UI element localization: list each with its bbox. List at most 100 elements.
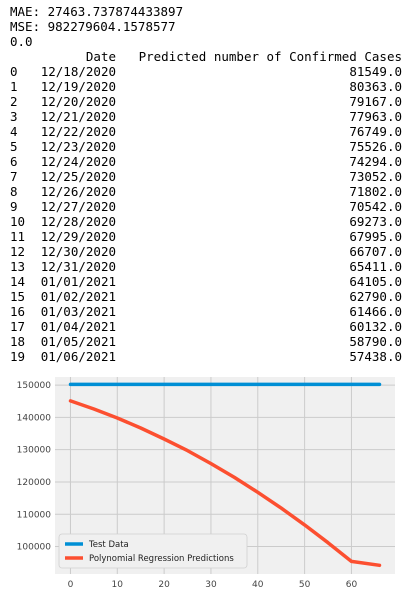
row-predicted-value: 70542.0 <box>349 199 402 214</box>
row-date: 12/18/2020 <box>40 64 116 79</box>
legend-label: Test Data <box>88 540 129 550</box>
table-row: 14 01/01/2021 64105.0 <box>10 274 402 289</box>
row-date: 12/29/2020 <box>40 229 116 244</box>
prediction-chart: 0 10 20 30 40 50 60 100000 110000 120000 130000 140… <box>17 377 395 590</box>
date-column-header: Date <box>85 49 116 64</box>
table-row: 5 12/23/2020 75526.0 <box>10 139 402 154</box>
y-tick-label: 110000 <box>17 510 52 520</box>
row-date: 12/27/2020 <box>40 199 116 214</box>
row-predicted-value: 79167.0 <box>349 94 402 109</box>
table-row: 3 12/21/2020 77963.0 <box>10 109 402 124</box>
x-tick-label: 60 <box>346 580 358 590</box>
row-date: 12/21/2020 <box>40 109 116 124</box>
y-tick-label: 140000 <box>17 413 52 423</box>
row-date: 01/04/2021 <box>40 319 116 334</box>
row-predicted-value: 57438.0 <box>349 349 402 364</box>
row-index: 8 <box>10 184 18 199</box>
y-tick-label: 130000 <box>17 446 52 456</box>
table-row: 15 01/02/2021 62790.0 <box>10 289 402 304</box>
table-row: 0 12/18/2020 81549.0 <box>10 64 402 79</box>
row-predicted-value: 64105.0 <box>349 274 402 289</box>
row-predicted-value: 75526.0 <box>349 139 402 154</box>
prediction-table: 0 12/18/2020 81549.0 1 12/19/2020 80363.0 2 12/… <box>10 64 402 364</box>
row-date: 12/22/2020 <box>40 124 116 139</box>
x-tick-label: 30 <box>205 580 217 590</box>
row-index: 6 <box>10 154 18 169</box>
row-date: 12/26/2020 <box>40 184 116 199</box>
row-index: 0 <box>10 64 18 79</box>
row-predicted-value: 74294.0 <box>349 154 402 169</box>
row-index: 10 <box>10 214 26 229</box>
row-predicted-value: 66707.0 <box>349 244 402 259</box>
row-date: 01/03/2021 <box>40 304 116 319</box>
y-tick-label: 100000 <box>17 543 52 553</box>
row-index: 18 <box>10 334 26 349</box>
row-date: 01/01/2021 <box>40 274 116 289</box>
row-predicted-value: 69273.0 <box>349 214 402 229</box>
table-row: 13 12/31/2020 65411.0 <box>10 259 402 274</box>
table-row: 17 01/04/2021 60132.0 <box>10 319 402 334</box>
x-tick-label: 50 <box>299 580 311 590</box>
table-row: 16 01/03/2021 61466.0 <box>10 304 402 319</box>
row-predicted-value: 71802.0 <box>349 184 402 199</box>
row-index: 17 <box>10 319 26 334</box>
index-header <box>10 49 40 64</box>
row-index: 5 <box>10 139 18 154</box>
x-tick-label: 0 <box>68 580 74 590</box>
table-row: 2 12/20/2020 79167.0 <box>10 94 402 109</box>
row-index: 9 <box>10 199 18 214</box>
x-tick-label: 10 <box>112 580 124 590</box>
row-date: 01/05/2021 <box>40 334 116 349</box>
row-date: 12/28/2020 <box>40 214 116 229</box>
x-tick-label: 40 <box>252 580 264 590</box>
row-predicted-value: 80363.0 <box>349 79 402 94</box>
score-line: 0.0 <box>10 34 33 49</box>
row-predicted-value: 81549.0 <box>349 64 402 79</box>
row-predicted-value: 77963.0 <box>349 109 402 124</box>
row-date: 12/31/2020 <box>40 259 116 274</box>
mse-line: MSE: 982279604.1578577 <box>10 19 176 34</box>
row-date: 01/02/2021 <box>40 289 116 304</box>
table-row: 4 12/22/2020 76749.0 <box>10 124 402 139</box>
row-date: 12/23/2020 <box>40 139 116 154</box>
table-row: 12 12/30/2020 66707.0 <box>10 244 402 259</box>
row-predicted-value: 61466.0 <box>349 304 402 319</box>
row-date: 12/30/2020 <box>40 244 116 259</box>
row-predicted-value: 76749.0 <box>349 124 402 139</box>
row-predicted-value: 60132.0 <box>349 319 402 334</box>
legend-box <box>58 533 248 569</box>
row-date: 12/24/2020 <box>40 154 116 169</box>
table-row: 18 01/05/2021 58790.0 <box>10 334 402 349</box>
row-index: 11 <box>10 229 26 244</box>
row-date: 12/20/2020 <box>40 94 116 109</box>
x-tick-label: 20 <box>158 580 170 590</box>
table-row: 1 12/19/2020 80363.0 <box>10 79 402 94</box>
table-row: 11 12/29/2020 67995.0 <box>10 229 402 244</box>
row-date: 12/19/2020 <box>40 79 116 94</box>
row-predicted-value: 62790.0 <box>349 289 402 304</box>
row-index: 16 <box>10 304 26 319</box>
y-tick-label: 120000 <box>17 478 52 488</box>
table-row: 8 12/26/2020 71802.0 <box>10 184 402 199</box>
row-index: 2 <box>10 94 18 109</box>
row-index: 3 <box>10 109 18 124</box>
y-tick-label: 150000 <box>17 381 52 391</box>
series-line-polynomial-predictions <box>68 399 382 568</box>
notebook-output: MAE: 27463.737874433897 MSE: 982279604.15… <box>10 4 402 364</box>
table-row: 19 01/06/2021 57438.0 <box>10 349 402 364</box>
prediction-column-header: Predicted number of Confirmed Cases <box>138 49 402 64</box>
row-index: 7 <box>10 169 18 184</box>
row-date: 01/06/2021 <box>40 349 116 364</box>
legend-label: Polynomial Regression Predictions <box>89 554 234 564</box>
table-row: 6 12/24/2020 74294.0 <box>10 154 402 169</box>
row-index: 1 <box>10 79 18 94</box>
row-index: 15 <box>10 289 26 304</box>
row-index: 19 <box>10 349 26 364</box>
table-header: Date Predicted number of Confirmed Cases <box>10 49 402 64</box>
row-date: 12/25/2020 <box>40 169 116 184</box>
table-row: 9 12/27/2020 70542.0 <box>10 199 402 214</box>
table-row: 7 12/25/2020 73052.0 <box>10 169 402 184</box>
row-predicted-value: 65411.0 <box>349 259 402 274</box>
row-predicted-value: 58790.0 <box>349 334 402 349</box>
row-index: 4 <box>10 124 18 139</box>
